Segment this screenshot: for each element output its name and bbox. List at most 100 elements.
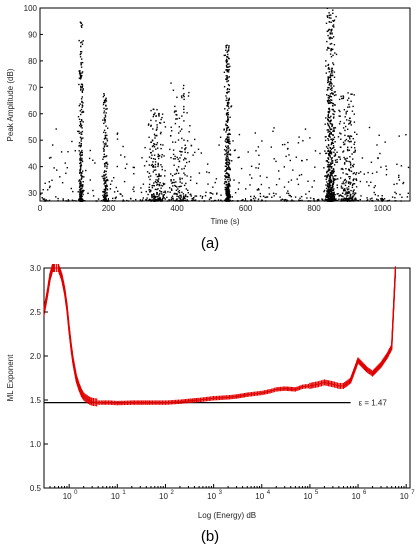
scatter-point [334,141,336,143]
scatter-point [316,200,318,202]
scatter-point [79,56,82,58]
scatter-point [327,191,330,193]
scatter-point [180,154,182,156]
scatter-point [367,171,369,174]
scatter-point [353,94,355,96]
scatter-point [224,188,226,191]
scatter-point [353,121,356,123]
scatter-point [227,71,230,73]
scatter-point [373,186,375,189]
scatter-point [332,134,334,136]
scatter-point [106,185,108,187]
scatter-point [188,160,190,163]
scatter-point [272,130,274,132]
scatter-point [81,175,84,177]
scatter-point [344,178,346,181]
scatter-point [271,196,273,198]
scatter-point [329,128,332,130]
scatter-point [327,139,330,141]
scatter-point [175,110,177,112]
scatter-point [325,175,327,177]
scatter-point [326,94,328,96]
scatter-point [224,170,226,172]
scatter-point [82,181,84,183]
scatter-point [228,139,230,141]
scatter-point [79,74,82,76]
scatter-point [79,191,81,194]
scatter-point [156,192,158,194]
scatter-point [171,130,173,132]
scatter-point [81,120,83,122]
scatter-point [161,193,163,195]
scatter-point [249,184,251,186]
scatter-point [332,200,334,202]
scatter-point [151,193,153,196]
scatter-point [158,197,160,199]
scatter-point [119,193,121,195]
panel-b-y-tick-label: 1.5 [30,396,42,405]
scatter-point [81,24,84,26]
scatter-point [228,99,230,101]
scatter-point [333,179,336,181]
scatter-point [330,128,333,130]
scatter-point [329,190,331,192]
scatter-point [225,158,228,160]
scatter-point [184,165,186,167]
scatter-point [81,85,84,87]
scatter-point [348,185,350,188]
scatter-point [330,119,332,121]
scatter-point [153,198,156,200]
scatter-point [395,192,397,195]
scatter-point [330,42,333,45]
scatter-point [314,166,316,168]
scatter-point [330,29,333,31]
scatter-point [341,195,343,197]
scatter-point [160,147,162,150]
scatter-point [250,195,252,198]
scatter-point [331,67,333,70]
scatter-point [229,149,231,151]
scatter-point [351,186,354,189]
scatter-point [81,130,84,133]
scatter-point [78,73,81,75]
scatter-point [48,181,50,183]
scatter-point [273,195,275,197]
scatter-point [331,162,334,164]
scatter-point [204,195,207,197]
scatter-point [170,157,172,159]
scatter-point [330,138,332,141]
scatter-point [172,153,175,156]
scatter-point [79,169,81,172]
scatter-point [133,186,135,188]
scatter-point [225,181,228,183]
scatter-point [197,148,200,150]
scatter-point [103,143,105,145]
scatter-point [158,193,160,196]
scatter-point [326,100,329,102]
scatter-point [333,116,335,118]
scatter-point [225,165,228,168]
scatter-point [353,178,355,180]
scatter-point [330,195,333,197]
panel-b-x-tick-exponent: 6 [363,490,367,496]
scatter-point [182,193,185,195]
scatter-point [344,143,346,145]
scatter-point [184,157,186,159]
scatter-point [74,150,76,152]
scatter-point [358,172,360,174]
scatter-point [67,151,69,153]
panel-b-x-tick-label: 10 [255,492,264,501]
scatter-point [116,133,118,135]
scatter-point [227,193,229,195]
scatter-point [82,40,84,42]
scatter-point [85,169,87,172]
scatter-point [326,181,328,183]
scatter-point [328,190,330,192]
scatter-point [104,136,107,138]
scatter-point [225,157,227,159]
scatter-point [334,91,336,93]
scatter-point [224,175,226,177]
scatter-point [374,193,376,196]
scatter-point [226,196,228,198]
scatter-point [225,47,227,49]
